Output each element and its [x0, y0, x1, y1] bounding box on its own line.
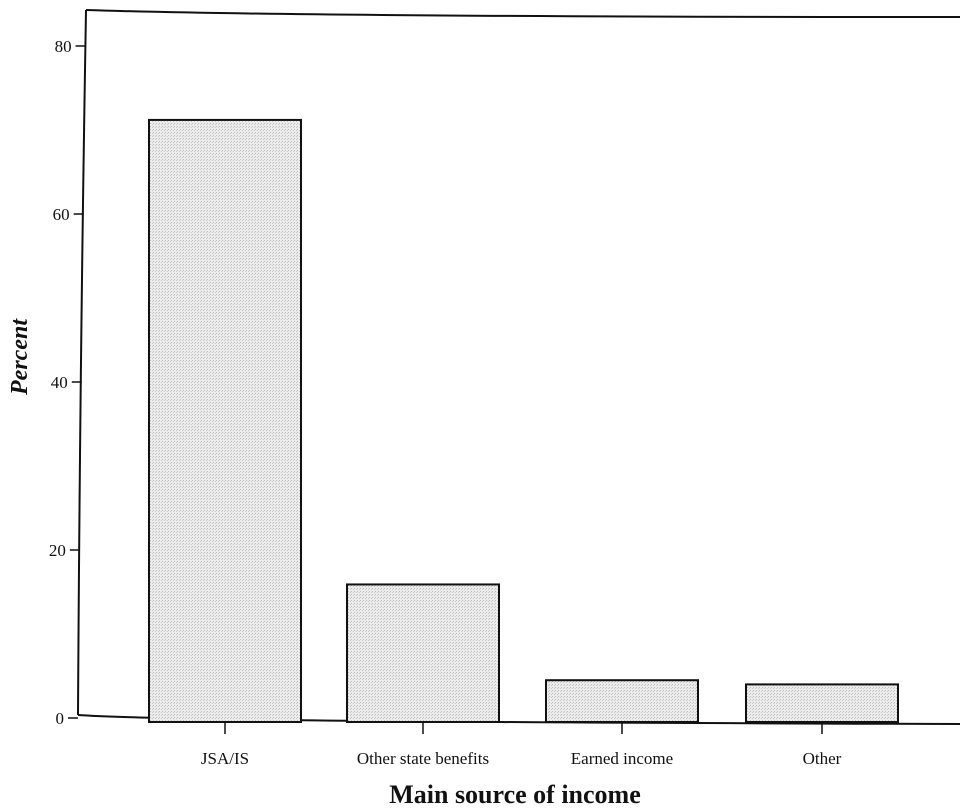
- y-tick-label: 80: [55, 37, 72, 56]
- x-axis-ticks: JSA/IS Other state benefits Earned income O…: [201, 722, 842, 768]
- x-tick-label: Other state benefits: [357, 749, 489, 768]
- y-tick-label: 20: [49, 541, 66, 560]
- bar: [346, 583, 500, 723]
- x-axis-title: Main source of income: [389, 780, 641, 809]
- y-axis-title: Percent: [7, 318, 33, 396]
- bar: [545, 679, 699, 724]
- x-tick-label: Other: [803, 749, 842, 768]
- y-axis-line: [77, 9, 87, 716]
- bars-group: [148, 118, 899, 724]
- plot-frame-top: [85, 9, 960, 18]
- x-tick-label: Earned income: [571, 749, 673, 768]
- y-tick-label: 40: [51, 373, 68, 392]
- bar: [745, 683, 899, 724]
- bar: [148, 118, 302, 724]
- y-tick-label: 60: [53, 205, 70, 224]
- x-tick-label: JSA/IS: [201, 749, 249, 768]
- y-axis-ticks: 0 20 40 60 80: [49, 37, 86, 728]
- y-tick-label: 0: [55, 709, 64, 728]
